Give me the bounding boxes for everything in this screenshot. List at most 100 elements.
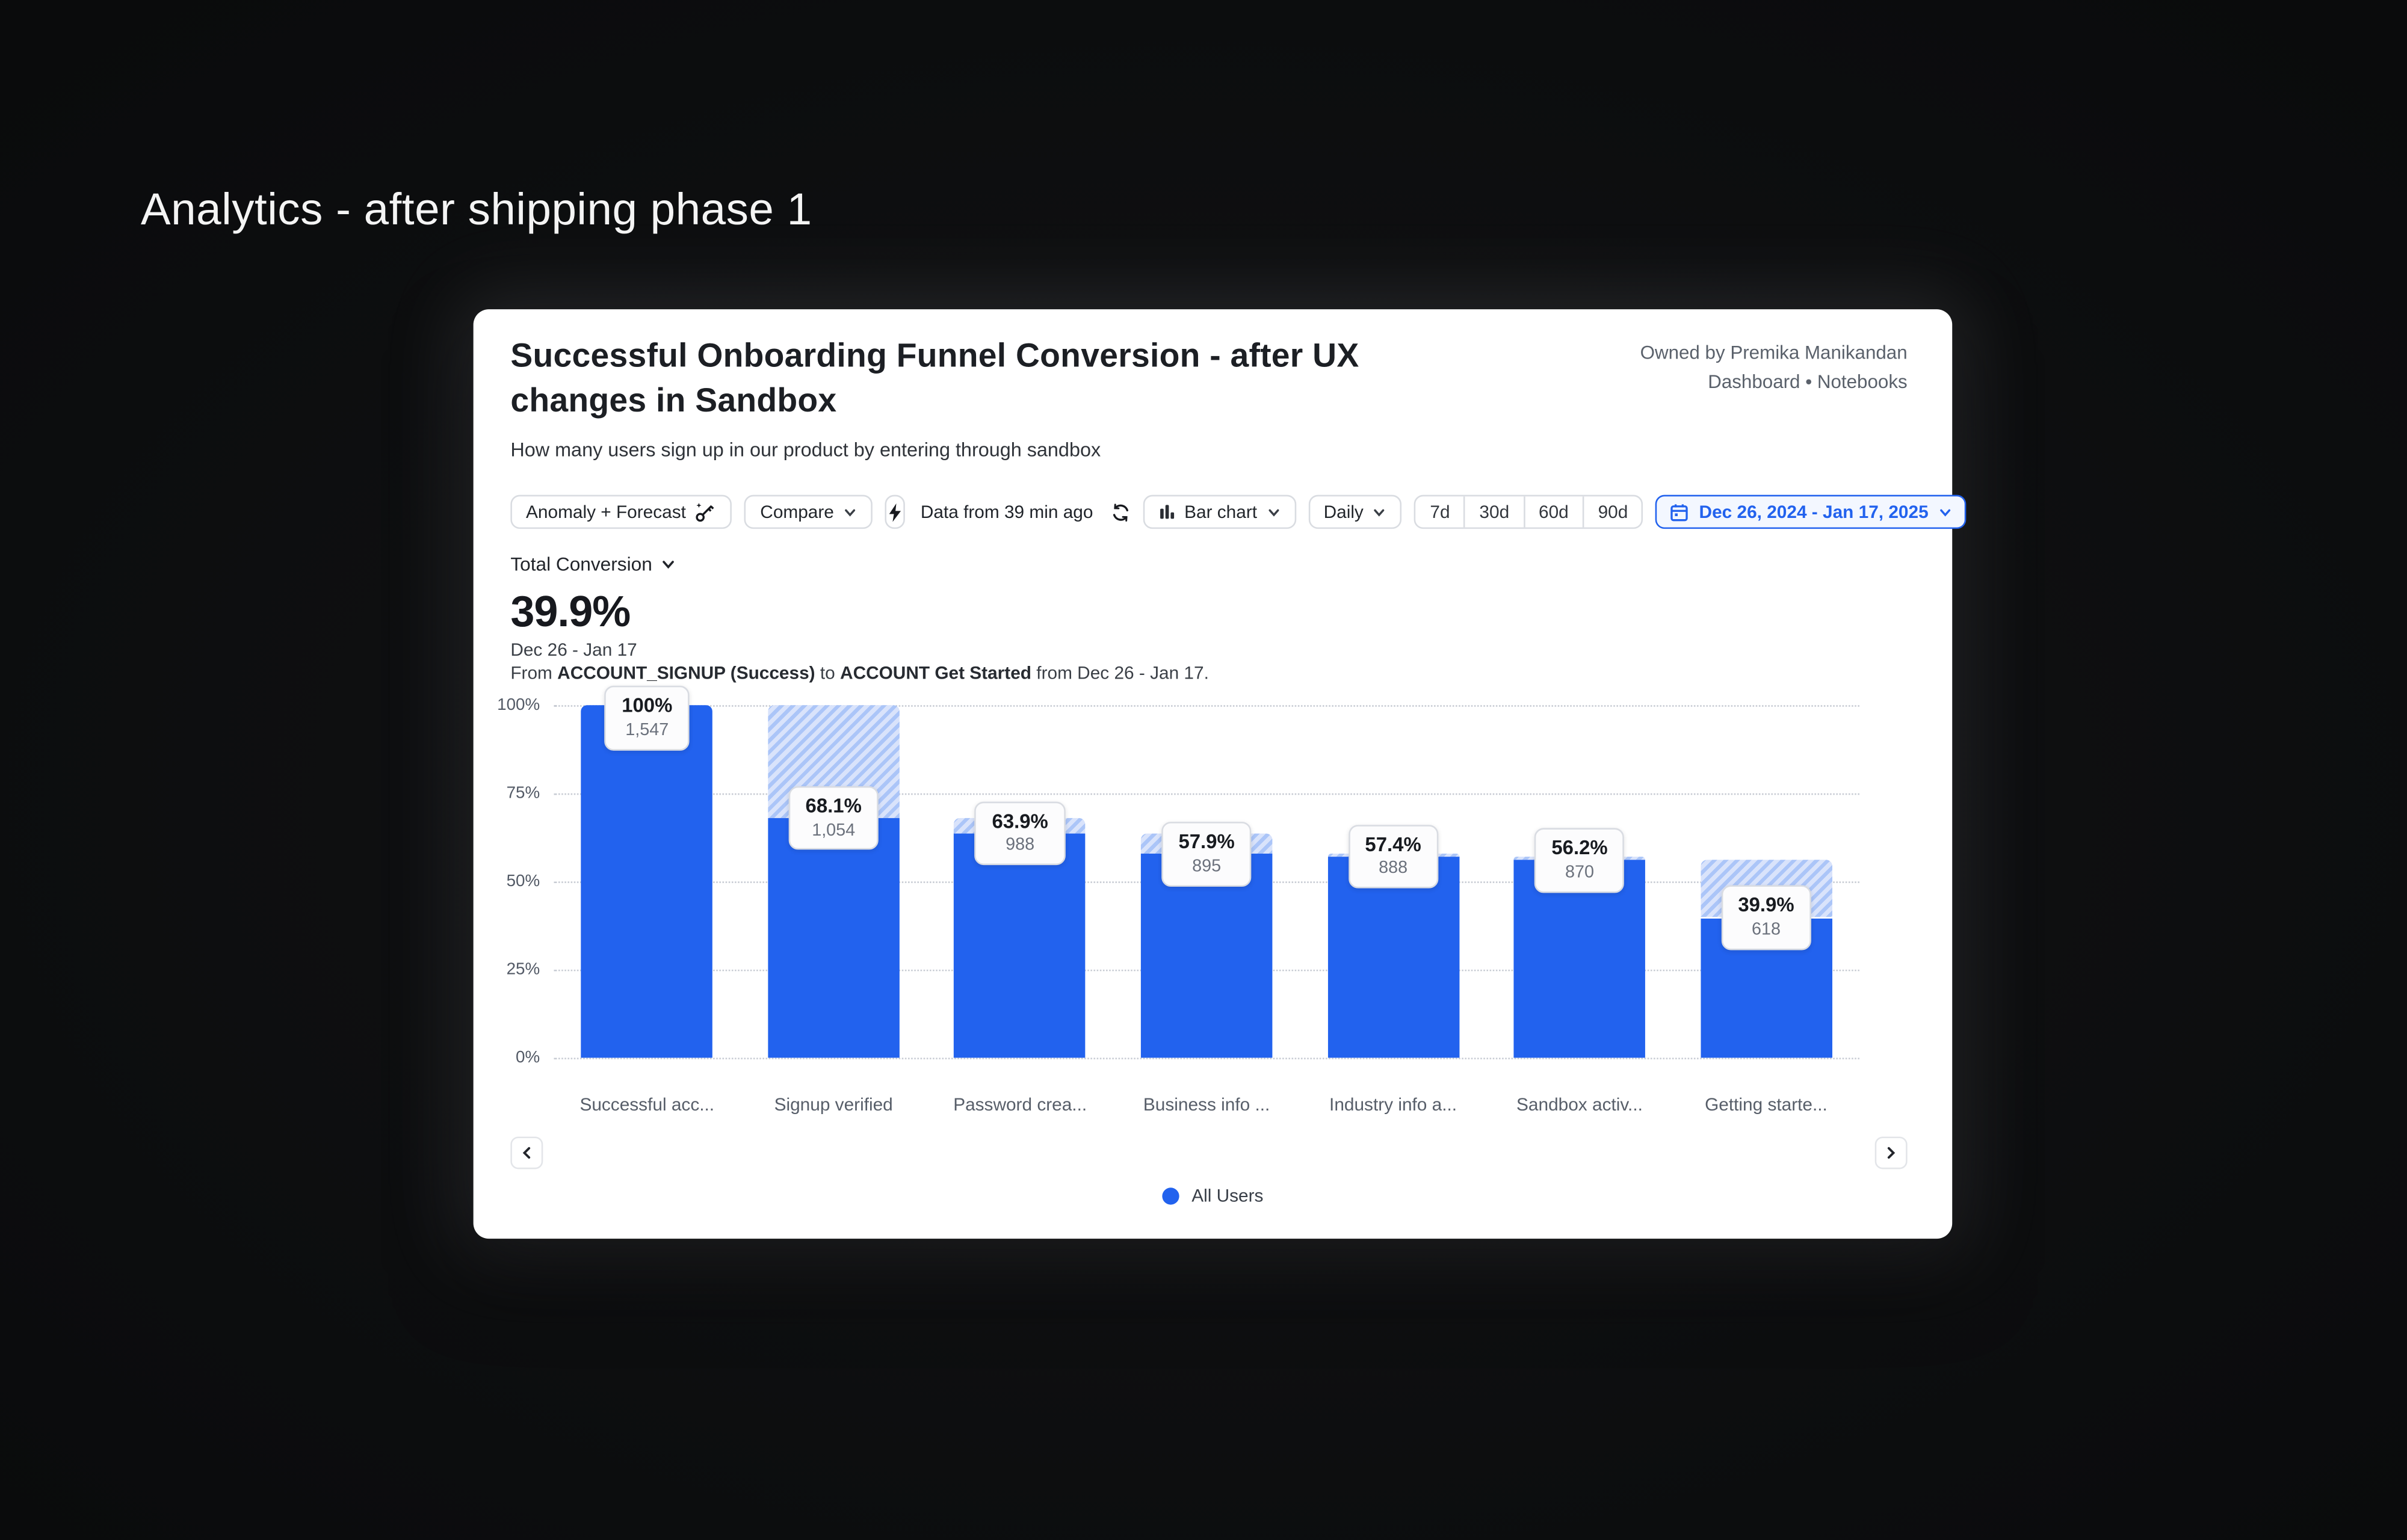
y-axis-tick-label: 75% (506, 784, 540, 804)
metric-selector[interactable]: Total Conversion (510, 555, 675, 576)
y-axis-tick-label: 0% (516, 1049, 540, 1068)
bar-value-label: 63.9% 988 (975, 801, 1066, 865)
y-axis-tick-label: 25% (506, 961, 540, 980)
owner-block: Owned by Premika Manikandan Dashboard • … (1640, 334, 1908, 396)
toolbar-right: Bar chart Daily 7d 30d 60d 90d (1142, 495, 1966, 530)
breadcrumb[interactable]: Dashboard • Notebooks (1708, 371, 1908, 393)
bar-count: 1,547 (625, 721, 669, 741)
funnel-step-column: 68.1% 1,054 (740, 706, 927, 1059)
legend-item-all-users[interactable]: All Users (1162, 1186, 1263, 1206)
card-header: Successful Onboarding Funnel Conversion … (510, 334, 1907, 424)
funnel-step-column: 39.9% 618 (1673, 706, 1859, 1059)
magic-key-icon (695, 502, 717, 523)
refresh-button[interactable] (1110, 502, 1130, 522)
funnel-step-column: 56.2% 870 (1486, 706, 1673, 1059)
funnel-bar-4[interactable] (1140, 854, 1273, 1059)
bar-count: 895 (1192, 857, 1222, 876)
y-axis-tick-label: 50% (506, 873, 540, 892)
range-30d-button[interactable]: 30d (1465, 497, 1525, 528)
funnel-step-column: 57.9% 895 (1113, 706, 1300, 1059)
chevron-down-icon (1266, 506, 1280, 520)
range-90d-button[interactable]: 90d (1598, 502, 1628, 523)
interval-button[interactable]: Daily (1308, 495, 1403, 530)
bar-value-label: 57.9% 895 (1161, 822, 1252, 887)
bar-chart-icon (1158, 504, 1175, 522)
interval-label: Daily (1323, 502, 1364, 523)
funnel-bar-6[interactable] (1513, 860, 1646, 1059)
chart-type-label: Bar chart (1184, 502, 1258, 523)
bar-percent: 57.9% (1178, 830, 1235, 854)
gridline-75: 75% (507, 785, 1859, 803)
metric-selector-label: Total Conversion (510, 554, 652, 576)
chart-subtitle: How many users sign up in our product by… (510, 440, 1101, 462)
bar-category-label: Industry info a... (1329, 1095, 1457, 1116)
page-title: Analytics - after shipping phase 1 (140, 185, 812, 235)
bar-percent: 56.2% (1551, 836, 1608, 860)
live-query-button[interactable] (885, 495, 906, 530)
next-page-button[interactable] (1874, 1136, 1908, 1169)
metric-range: Dec 26 - Jan 17 (510, 641, 637, 661)
funnel-step-column: 100% 1,547 (554, 686, 740, 1059)
data-freshness-status: Data from 39 min ago (920, 502, 1093, 523)
chart-card: Successful Onboarding Funnel Conversion … (473, 309, 1966, 1239)
gridline-0: 0% (516, 1049, 1859, 1068)
bar-value-label: 56.2% 870 (1534, 828, 1625, 893)
date-range-label: Dec 26, 2024 - Jan 17, 2025 (1699, 502, 1929, 523)
desc-tail: from Dec 26 - Jan 17. (1031, 664, 1209, 685)
plot-area: 0% 25% 50% 75% 100% Successful acc... 100% 1,54… (497, 686, 1859, 1116)
bar-count: 888 (1379, 859, 1408, 878)
chart-title[interactable]: Successful Onboarding Funnel Conversion … (510, 337, 1359, 420)
bar-percent: 63.9% (992, 808, 1048, 833)
funnel-bar-3[interactable] (954, 833, 1086, 1059)
funnel-bar-2[interactable] (767, 818, 900, 1059)
compare-label: Compare (760, 502, 834, 523)
chevron-down-icon (1373, 506, 1386, 520)
bar-category-label: Signup verified (774, 1095, 893, 1116)
compare-button[interactable]: Compare (744, 495, 873, 530)
gridline-100: 100% (497, 697, 1859, 715)
funnel-bar-5[interactable] (1327, 856, 1459, 1059)
bar-value-label: 39.9% 618 (1721, 886, 1811, 950)
owner-label: Owned by Premika Manikandan (1640, 342, 1908, 364)
quick-range-group: 7d 30d 60d 90d (1414, 495, 1644, 530)
desc-event-a: ACCOUNT_SIGNUP (Success) (557, 664, 815, 685)
bar-value-label: 68.1% 1,054 (788, 786, 879, 851)
anomaly-forecast-label: Anomaly + Forecast (526, 502, 686, 523)
bar-category-label: Business info ... (1143, 1095, 1270, 1116)
lightning-icon (886, 502, 903, 522)
legend-label: All Users (1191, 1186, 1264, 1207)
bar-count: 988 (1006, 836, 1035, 855)
chevron-down-icon (660, 558, 676, 573)
funnel-bar-1[interactable] (581, 706, 713, 1059)
date-range-button[interactable]: Dec 26, 2024 - Jan 17, 2025 (1655, 495, 1966, 530)
bar-count: 870 (1565, 863, 1595, 882)
prev-page-button[interactable] (510, 1136, 543, 1169)
funnel-step-column: 57.4% 888 (1300, 706, 1486, 1059)
calendar-icon (1670, 502, 1690, 522)
bar-category-label: Sandbox activ... (1516, 1095, 1643, 1116)
desc-event-b: ACCOUNT Get Started (840, 664, 1032, 685)
toolbar: Anomaly + Forecast Compare (510, 495, 1966, 530)
bar-percent: 57.4% (1365, 832, 1421, 855)
chevron-down-icon (1938, 506, 1951, 520)
anomaly-forecast-button[interactable]: Anomaly + Forecast (510, 495, 733, 530)
range-60d-button[interactable]: 60d (1525, 497, 1584, 528)
bar-percent: 68.1% (805, 794, 862, 818)
bar-count: 618 (1751, 920, 1781, 940)
bar-value-label: 57.4% 888 (1348, 824, 1439, 889)
bar-value-label: 100% 1,547 (604, 686, 690, 750)
desc-to: to (815, 664, 841, 685)
bar-percent: 39.9% (1738, 893, 1794, 917)
metric-description: From ACCOUNT_SIGNUP (Success) to ACCOUNT… (510, 664, 1907, 684)
chart-type-button[interactable]: Bar chart (1142, 495, 1296, 530)
bar-category-label: Password crea... (953, 1095, 1087, 1116)
range-7d-button[interactable]: 7d (1416, 497, 1466, 528)
bar-category-label: Getting starte... (1705, 1095, 1828, 1116)
metric-value: 39.9% (510, 588, 631, 636)
funnel-step-column: 63.9% 988 (927, 706, 1113, 1059)
chevron-down-icon (843, 506, 857, 520)
legend-color-dot (1162, 1187, 1179, 1205)
metric-block: Total Conversion 39.9% Dec 26 - Jan 17 F… (510, 551, 1907, 685)
bar-percent: 100% (622, 694, 673, 718)
